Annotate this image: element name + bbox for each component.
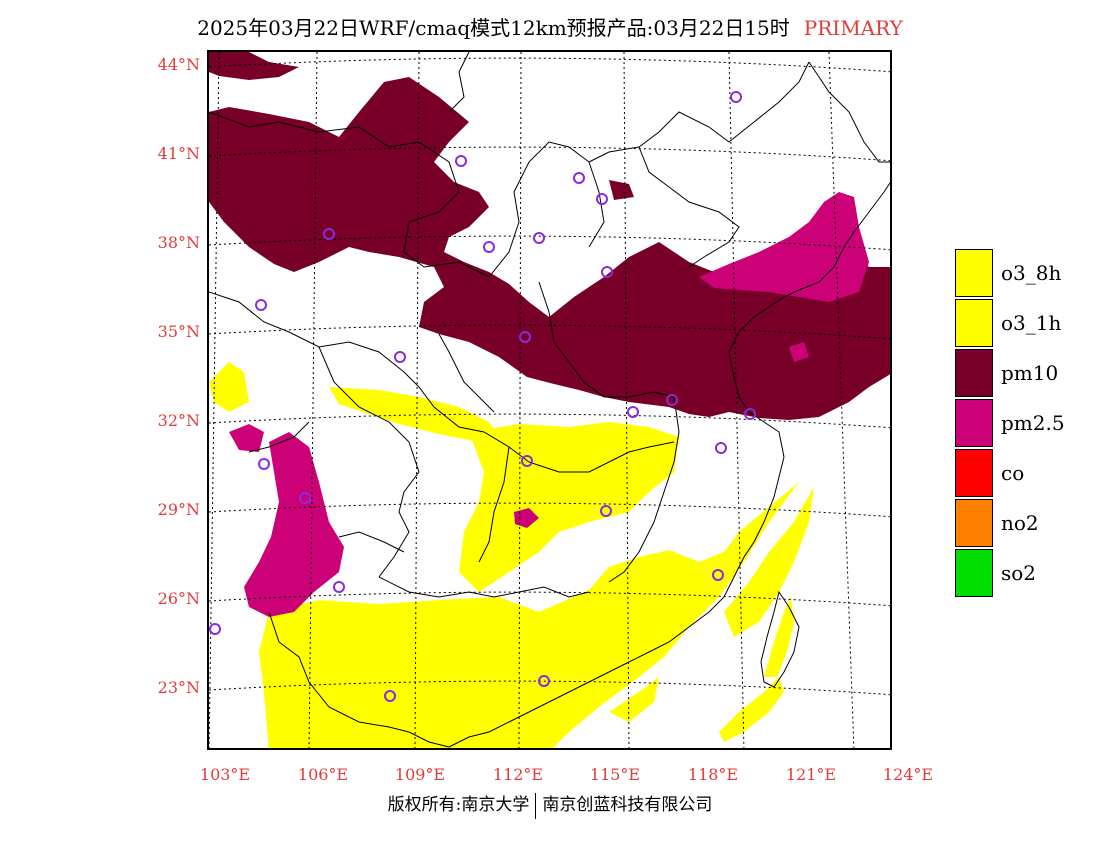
legend-item-so2: so2	[955, 548, 1065, 598]
legend-label: pm10	[1001, 361, 1059, 385]
legend-label: o3_1h	[1001, 311, 1062, 335]
lat-label-26: 26°N	[157, 589, 200, 608]
graticule	[209, 52, 890, 748]
map-canvas	[209, 52, 890, 748]
legend-item-no2: no2	[955, 498, 1065, 548]
legend-swatch	[955, 399, 993, 447]
map-title: 2025年03月22日WRF/cmaq模式12km预报产品:03月22日15时 P…	[0, 12, 1100, 41]
legend-label: so2	[1001, 561, 1037, 585]
legend-item-co: co	[955, 448, 1065, 498]
copyright-left: 版权所有:南京大学	[387, 795, 530, 815]
legend-swatch	[955, 499, 993, 547]
lon-label-103: 103°E	[199, 765, 251, 784]
footer-separator	[535, 792, 537, 819]
title-tag: PRIMARY	[803, 16, 903, 40]
province-boundaries	[209, 52, 890, 748]
lat-label-23: 23°N	[157, 678, 200, 697]
o3-region	[209, 362, 814, 748]
pm10-region	[209, 52, 890, 420]
legend-swatch	[955, 349, 993, 397]
lon-label-106: 106°E	[297, 765, 349, 784]
lat-label-35: 35°N	[157, 322, 200, 341]
legend-swatch	[955, 299, 993, 347]
lat-label-32: 32°N	[157, 411, 200, 430]
lat-label-44: 44°N	[157, 55, 200, 74]
legend-label: o3_8h	[1001, 261, 1062, 285]
lat-label-29: 29°N	[157, 500, 200, 519]
copyright-right: 南京创蓝科技有限公司	[542, 795, 713, 815]
lon-label-115: 115°E	[589, 765, 641, 784]
legend-item-pm25: pm2.5	[955, 398, 1065, 448]
legend-item-pm10: pm10	[955, 348, 1065, 398]
legend-label: co	[1001, 461, 1025, 485]
lon-label-112: 112°E	[492, 765, 544, 784]
title-text: 2025年03月22日WRF/cmaq模式12km预报产品:03月22日15时	[197, 16, 790, 40]
station-markers	[209, 91, 756, 702]
legend-swatch	[955, 549, 993, 597]
lon-label-121: 121°E	[785, 765, 837, 784]
legend-label: pm2.5	[1001, 411, 1065, 435]
legend-item-o3-8h: o3_8h	[955, 248, 1065, 298]
legend-item-o3-1h: o3_1h	[955, 298, 1065, 348]
lon-label-109: 109°E	[394, 765, 446, 784]
legend-label: no2	[1001, 511, 1039, 535]
pollutant-legend: o3_8h o3_1h pm10 pm2.5 co no2 so2	[955, 248, 1065, 598]
lon-label-124: 124°E	[882, 765, 934, 784]
legend-swatch	[955, 249, 993, 297]
lat-label-41: 41°N	[157, 144, 200, 163]
lon-label-118: 118°E	[687, 765, 739, 784]
forecast-map	[207, 50, 892, 750]
lat-label-38: 38°N	[157, 233, 200, 252]
legend-swatch	[955, 449, 993, 497]
copyright-footer: 版权所有:南京大学 南京创蓝科技有限公司	[0, 790, 1100, 819]
